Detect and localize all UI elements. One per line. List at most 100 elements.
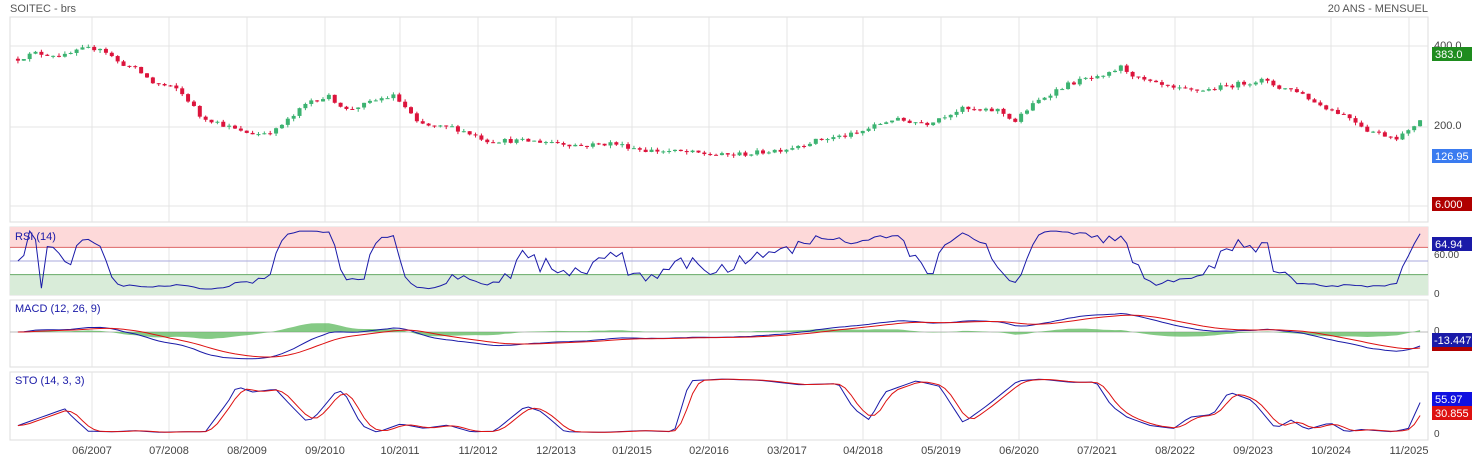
candle-body — [127, 65, 132, 67]
candle-body — [479, 135, 484, 140]
candle-body — [1042, 97, 1047, 100]
candle-body — [432, 125, 437, 127]
candle-body — [414, 113, 419, 122]
candle-body — [960, 106, 965, 112]
candle-body — [1212, 89, 1217, 91]
candle-body — [690, 150, 695, 153]
candle-body — [39, 51, 44, 55]
candle-body — [303, 103, 308, 109]
candle-body — [637, 148, 642, 150]
candle-body — [162, 83, 167, 86]
candle-body — [543, 142, 548, 144]
macd-signal-badge — [1432, 347, 1472, 351]
chart-period: 20 ANS - MENSUEL — [1327, 3, 1428, 15]
candle-body — [373, 100, 378, 102]
candle-body — [332, 94, 337, 103]
candle-body — [1294, 89, 1299, 93]
candle-body — [285, 118, 290, 125]
candle-body — [813, 138, 818, 144]
candle-body — [1077, 78, 1082, 85]
rsi-tick-0: 0 — [1434, 289, 1440, 300]
candle-body — [1130, 71, 1135, 77]
candle-body — [1124, 65, 1129, 72]
candle-body — [1095, 76, 1100, 79]
candle-body — [596, 143, 601, 145]
candle-body — [1201, 90, 1205, 92]
candle-body — [790, 148, 795, 150]
candle-body — [1324, 105, 1329, 110]
candle-body — [133, 66, 138, 68]
rsi-panel — [10, 227, 1428, 295]
x-tick-label: 09/2010 — [305, 445, 345, 457]
candle-body — [491, 142, 496, 144]
candle-body — [684, 151, 689, 153]
candle-body — [1089, 77, 1094, 79]
candle-body — [831, 137, 836, 140]
candle-body — [585, 145, 589, 147]
rsi-oversold-zone — [10, 274, 1428, 295]
candle-body — [262, 133, 267, 135]
candle-body — [561, 143, 566, 145]
candle-body — [379, 98, 384, 101]
candle-body — [1224, 85, 1229, 87]
candle-body — [444, 125, 449, 127]
candle-body — [203, 116, 208, 120]
candle-body — [344, 106, 349, 109]
macd-histogram — [17, 323, 1421, 339]
candle-body — [420, 121, 425, 124]
candle-body — [1353, 118, 1358, 123]
x-tick-label: 02/2016 — [689, 445, 729, 457]
candle-body — [45, 54, 50, 56]
panel-frame-3 — [9, 371, 1429, 441]
candle-body — [749, 154, 754, 156]
candle-body — [1394, 136, 1399, 140]
candle-body — [549, 142, 554, 144]
x-tick-label: 08/2009 — [227, 445, 267, 457]
candle-body — [1171, 85, 1176, 88]
candle-body — [567, 144, 572, 147]
candle-body — [983, 108, 988, 111]
candle-body — [1377, 131, 1381, 133]
candle-body — [1218, 85, 1223, 90]
candle-body — [1136, 76, 1141, 78]
candle-body — [1195, 89, 1200, 91]
rsi-overbought-zone — [10, 227, 1428, 248]
candle-body — [1183, 87, 1188, 89]
candle-body — [1236, 81, 1241, 88]
candle-body — [74, 49, 79, 53]
x-tick-label: 03/2017 — [767, 445, 807, 457]
candle-body — [221, 121, 226, 127]
candle-body — [1371, 131, 1376, 133]
candle-body — [743, 152, 748, 156]
candle-body — [315, 100, 320, 102]
candle-body — [98, 48, 103, 51]
candle-body — [890, 120, 895, 123]
candle-body — [796, 145, 801, 149]
candle-body — [614, 142, 619, 145]
candle-body — [1242, 81, 1247, 85]
candle-body — [92, 46, 97, 51]
macd-title: MACD (12, 26, 9) — [15, 303, 101, 315]
candle-body — [27, 53, 32, 60]
sto-panel — [17, 378, 1421, 433]
x-tick-label: 12/2013 — [536, 445, 576, 457]
candle-body — [33, 51, 38, 54]
candle-body — [233, 125, 237, 129]
candle-body — [197, 105, 202, 117]
panel-frame-2 — [9, 299, 1429, 368]
candle-body — [291, 115, 296, 119]
candle-body — [1054, 89, 1059, 96]
candle-body — [51, 55, 56, 57]
candle-body — [673, 149, 677, 152]
candle-body — [661, 151, 666, 153]
candle-body — [884, 122, 889, 124]
candle-body — [608, 142, 613, 146]
candle-body — [590, 143, 595, 147]
candle-body — [972, 109, 977, 111]
macd-signal-line — [17, 314, 1421, 358]
candle-body — [1118, 65, 1123, 71]
x-tick-label: 06/2020 — [999, 445, 1039, 457]
candle-body — [174, 85, 179, 89]
